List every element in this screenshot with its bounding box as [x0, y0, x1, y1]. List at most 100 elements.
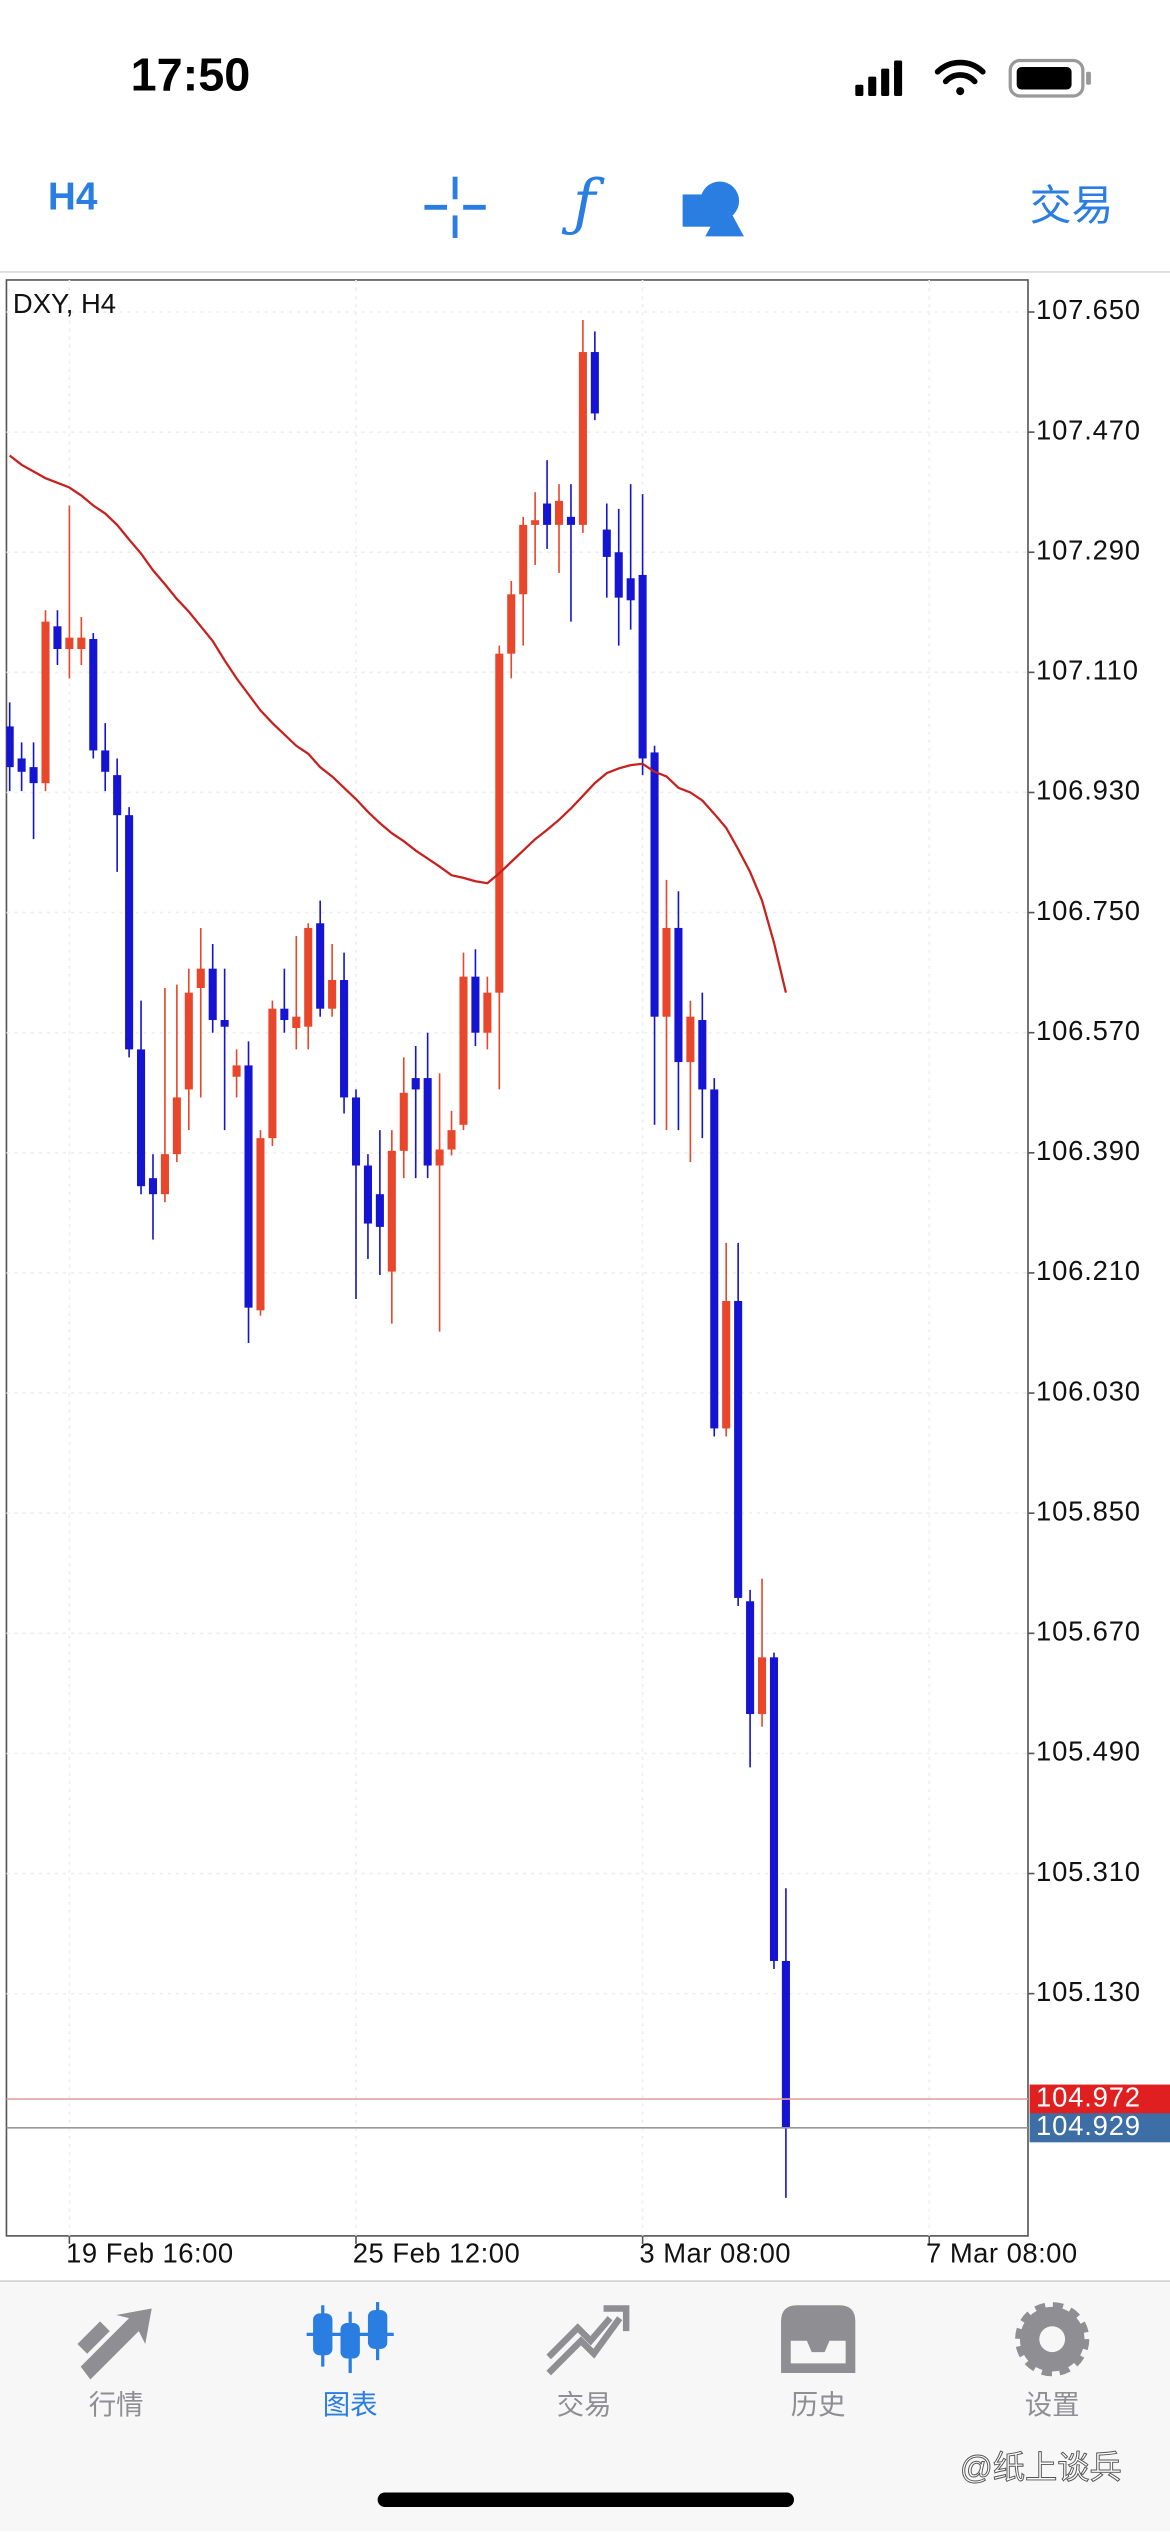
candle-body	[113, 775, 122, 816]
candle-body	[495, 653, 504, 993]
watermark: @纸上谈兵	[960, 2449, 1122, 2485]
candle-body	[734, 1300, 743, 1598]
x-tick-label: 7 Mar 08:00	[926, 2238, 1078, 2269]
y-tick-label: 106.390	[1036, 1135, 1141, 1166]
candle-body	[184, 992, 193, 1090]
candle-body	[196, 968, 205, 988]
candle-body	[375, 1194, 384, 1227]
y-tick-label: 105.490	[1036, 1736, 1141, 1767]
candle-body	[340, 979, 349, 1098]
chart-icon[interactable]	[306, 2302, 394, 2374]
candle-body	[137, 1049, 146, 1187]
candle-body	[304, 927, 313, 1027]
y-tick-label: 106.930	[1036, 775, 1141, 806]
candle-body	[566, 516, 575, 525]
candle-body	[781, 1960, 790, 2128]
candle-body	[256, 1138, 265, 1311]
candle-body	[507, 594, 516, 654]
candle-body	[41, 621, 50, 784]
candle-body	[483, 992, 492, 1033]
candle-body	[674, 927, 683, 1063]
tab-label[interactable]: 行情	[89, 2389, 144, 2420]
status-time: 17:50	[131, 49, 251, 101]
candle-body	[531, 520, 540, 525]
candle-body	[101, 750, 110, 772]
price-label: 104.929	[1036, 2110, 1141, 2141]
candle-body	[411, 1078, 420, 1090]
home-indicator	[377, 2492, 794, 2508]
candle-body	[208, 968, 217, 1021]
tab-labels: 行情 图表 交易 历史 设置	[89, 2389, 1080, 2420]
y-tick-label: 105.130	[1036, 1976, 1141, 2007]
trade-button[interactable]: 交易	[1030, 182, 1114, 229]
plot-area	[6, 320, 1028, 2198]
candle-body	[148, 1178, 158, 1195]
candle-body	[316, 923, 325, 1009]
chart-frame	[5, 279, 1029, 2237]
settings-icon[interactable]	[1015, 2302, 1090, 2377]
candle-body	[363, 1165, 372, 1224]
tab-label[interactable]: 历史	[791, 2389, 846, 2420]
axes: 107.650 107.470 107.290 107.110 106.930 106.7…	[66, 294, 1170, 2269]
y-tick-label: 107.470	[1036, 414, 1141, 445]
wifi-icon	[934, 59, 986, 96]
candle-body	[543, 503, 552, 525]
chart-title: DXY, H4	[13, 288, 116, 319]
candle-body	[160, 1154, 169, 1195]
candle-body	[650, 752, 659, 1017]
grid	[6, 279, 1028, 2236]
y-tick-label: 106.030	[1036, 1375, 1141, 1406]
candle-body	[638, 574, 647, 759]
indicator-button[interactable]: ƒ	[561, 167, 605, 238]
y-tick-label: 105.310	[1036, 1856, 1141, 1887]
candle-body	[77, 637, 86, 650]
price-label-box	[1029, 2113, 1170, 2143]
tab-label[interactable]: 设置	[1025, 2389, 1080, 2420]
candle-body	[423, 1078, 432, 1166]
y-tick-label: 107.650	[1036, 294, 1141, 325]
candle-body	[590, 352, 599, 414]
price-label: 104.972	[1036, 2081, 1141, 2112]
timeframe-button[interactable]: H4	[48, 176, 98, 219]
objects-button[interactable]	[682, 181, 744, 237]
candle-body	[244, 1065, 253, 1308]
candle-body	[602, 529, 611, 557]
candle-body	[65, 637, 74, 650]
x-tick-label: 25 Feb 12:00	[353, 2238, 520, 2269]
history-icon[interactable]	[781, 2305, 856, 2374]
candle-body	[435, 1149, 444, 1166]
candle-body	[6, 726, 14, 768]
candle-body	[626, 578, 635, 601]
candle-body	[351, 1097, 361, 1166]
crosshair-button[interactable]	[424, 176, 486, 239]
candle-body	[328, 979, 337, 1009]
y-tick-label: 107.110	[1036, 655, 1139, 686]
candle-body	[698, 1020, 707, 1090]
candle-body	[578, 352, 587, 525]
candle-body	[722, 1300, 731, 1429]
candle-body	[662, 927, 671, 1017]
x-tick-label: 3 Mar 08:00	[639, 2238, 791, 2269]
quotes-icon[interactable]	[77, 2308, 152, 2380]
candle-body	[292, 1016, 301, 1029]
candle-body	[399, 1092, 408, 1151]
candle-body	[554, 500, 564, 525]
y-tick-label: 106.750	[1036, 895, 1141, 926]
moving-average	[8, 454, 788, 993]
trade-icon[interactable]	[546, 2305, 630, 2376]
x-tick-label: 19 Feb 16:00	[66, 2238, 233, 2269]
y-tick-label: 107.290	[1036, 534, 1141, 565]
candle-body	[519, 524, 528, 595]
tab-bar	[0, 2281, 1170, 2532]
candle-body	[757, 1657, 767, 1715]
candle-body	[471, 976, 480, 1033]
candle-body	[459, 976, 468, 1125]
y-tick-label: 106.570	[1036, 1015, 1141, 1046]
candle-body	[746, 1601, 755, 1715]
candle-body	[220, 1020, 229, 1027]
tab-label[interactable]: 图表	[323, 2389, 378, 2420]
candle-body	[172, 1097, 181, 1155]
candle-body	[89, 638, 98, 751]
tab-label[interactable]: 交易	[557, 2389, 612, 2420]
